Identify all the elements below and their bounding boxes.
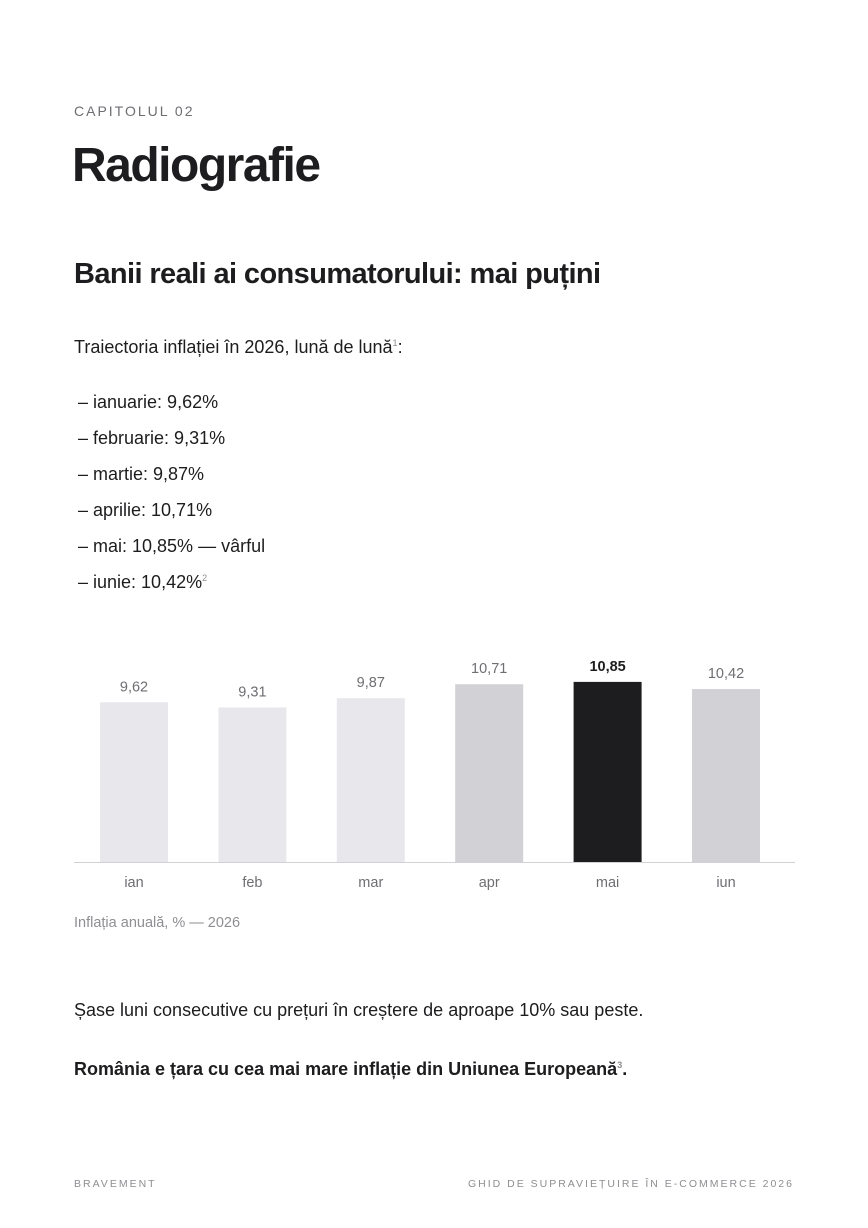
intro-text: Traiectoria inflației în 2026, lună de l…	[74, 337, 403, 358]
intro-suffix: :	[397, 337, 403, 357]
emphasis-text: România e țara cu cea mai mare inflație …	[74, 1059, 618, 1079]
intro-label: Traiectoria inflației în 2026, lună de l…	[74, 337, 393, 357]
footnote-ref-3: 3	[617, 1060, 623, 1070]
list-item-text: – martie: 9,87%	[78, 464, 205, 484]
bar-feb	[218, 707, 287, 862]
category-label-iun: iun	[716, 875, 735, 891]
bar-apr	[455, 684, 524, 862]
bar-iun	[692, 689, 760, 862]
category-label-apr: apr	[479, 875, 500, 891]
list-item: – iunie: 10,42%2	[78, 570, 265, 606]
category-label-mai: mai	[596, 875, 619, 891]
emphasis-suffix: .	[622, 1059, 628, 1079]
value-label-apr: 10,71	[471, 661, 507, 677]
value-label-iun: 10,42	[708, 666, 744, 682]
list-item-text: – aprilie: 10,71%	[78, 500, 213, 520]
chapter-label: CAPITOLUL 02	[74, 103, 195, 119]
section-heading: Banii reali ai consumatorului: mai puțin…	[74, 258, 601, 290]
bar-mai	[573, 681, 642, 862]
list-item-text: – mai: 10,85% — vârful	[78, 536, 266, 556]
list-item-text: – februarie: 9,31%	[78, 428, 226, 448]
list-item: – ianuarie: 9,62%	[78, 390, 265, 426]
bar-ian	[100, 702, 168, 862]
value-label-mai: 10,85	[589, 659, 625, 675]
footnote-ref-2: 2	[202, 573, 208, 583]
value-label-mar: 9,87	[357, 675, 385, 691]
category-label-ian: ian	[124, 875, 143, 891]
list-item: – martie: 9,87%	[78, 462, 265, 498]
chart-caption: Inflația anuală, % — 2026	[74, 915, 241, 931]
category-label-mar: mar	[358, 875, 383, 891]
footer-brand: BRAVEMENT	[74, 1178, 157, 1190]
body-paragraph: Șase luni consecutive cu prețuri în creș…	[74, 1000, 644, 1020]
inflation-list: – ianuarie: 9,62% – februarie: 9,31% – m…	[78, 390, 265, 606]
value-label-feb: 9,31	[238, 684, 266, 700]
value-label-ian: 9,62	[120, 679, 148, 695]
bar-mar	[336, 698, 405, 862]
footnote-ref-1: 1	[392, 338, 398, 348]
category-label-feb: feb	[242, 875, 262, 891]
list-item-text: – iunie: 10,42%	[78, 572, 203, 592]
list-item-text: – ianuarie: 9,62%	[78, 392, 219, 412]
list-item: – mai: 10,85% — vârful	[78, 534, 265, 570]
page-title: Radiografie	[72, 139, 321, 192]
emphasis-paragraph: România e țara cu cea mai mare inflație …	[74, 1059, 627, 1080]
list-item: – februarie: 9,31%	[78, 426, 265, 462]
footer-title: GHID DE SUPRAVIEȚUIRE ÎN E-COMMERCE 2026	[467, 1178, 794, 1190]
list-item: – aprilie: 10,71%	[78, 498, 265, 534]
inflation-bar-chart: 9,62 ian 9,31 feb 9,87 mar 10,71 apr 10,85 mai 10,…	[74, 659, 795, 891]
